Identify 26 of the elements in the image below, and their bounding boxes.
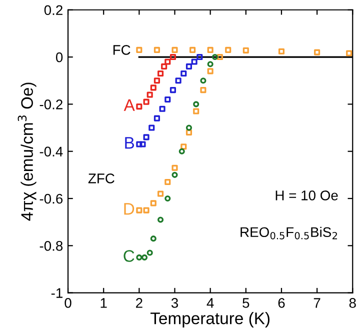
x-tick-label: 2 bbox=[136, 298, 142, 308]
x-axis-title: Temperature (K) bbox=[150, 312, 270, 328]
x-tick-label: 6 bbox=[278, 298, 285, 308]
y-tick-label: -1 bbox=[51, 288, 62, 298]
y-tick-label: 0.2 bbox=[44, 5, 62, 16]
x-tick-label: 4 bbox=[206, 298, 214, 308]
x-tick-label: 0 bbox=[64, 298, 72, 308]
y-tick-label: -0.2 bbox=[40, 100, 62, 110]
x-tick-label: 1 bbox=[100, 298, 107, 308]
x-tick-label: 8 bbox=[349, 298, 356, 308]
x-tick-label: 5 bbox=[242, 298, 250, 308]
annotation: REO$_{0.5}$F$_{0.5}$BiS$_{2}$ bbox=[240, 226, 337, 240]
y-axis-title: 4πχ (emu/cm$^{3}$ Oe) bbox=[18, 82, 36, 221]
series-label: C bbox=[124, 250, 134, 262]
series-label: D bbox=[124, 203, 134, 215]
x-tick-label: 7 bbox=[314, 298, 320, 308]
y-tick-label: -0.8 bbox=[40, 240, 63, 251]
series-label: B bbox=[125, 137, 134, 149]
annotation: H = 10 Oe bbox=[276, 190, 338, 200]
series-label: A bbox=[124, 99, 135, 111]
y-tick-label: 0 bbox=[56, 52, 63, 62]
y-tick-label: -0.6 bbox=[40, 194, 63, 204]
x-tick-label: 3 bbox=[171, 298, 178, 308]
y-tick-label: -0.4 bbox=[40, 146, 63, 157]
annotation: FC bbox=[113, 45, 130, 55]
annotation: ZFC bbox=[88, 174, 114, 184]
